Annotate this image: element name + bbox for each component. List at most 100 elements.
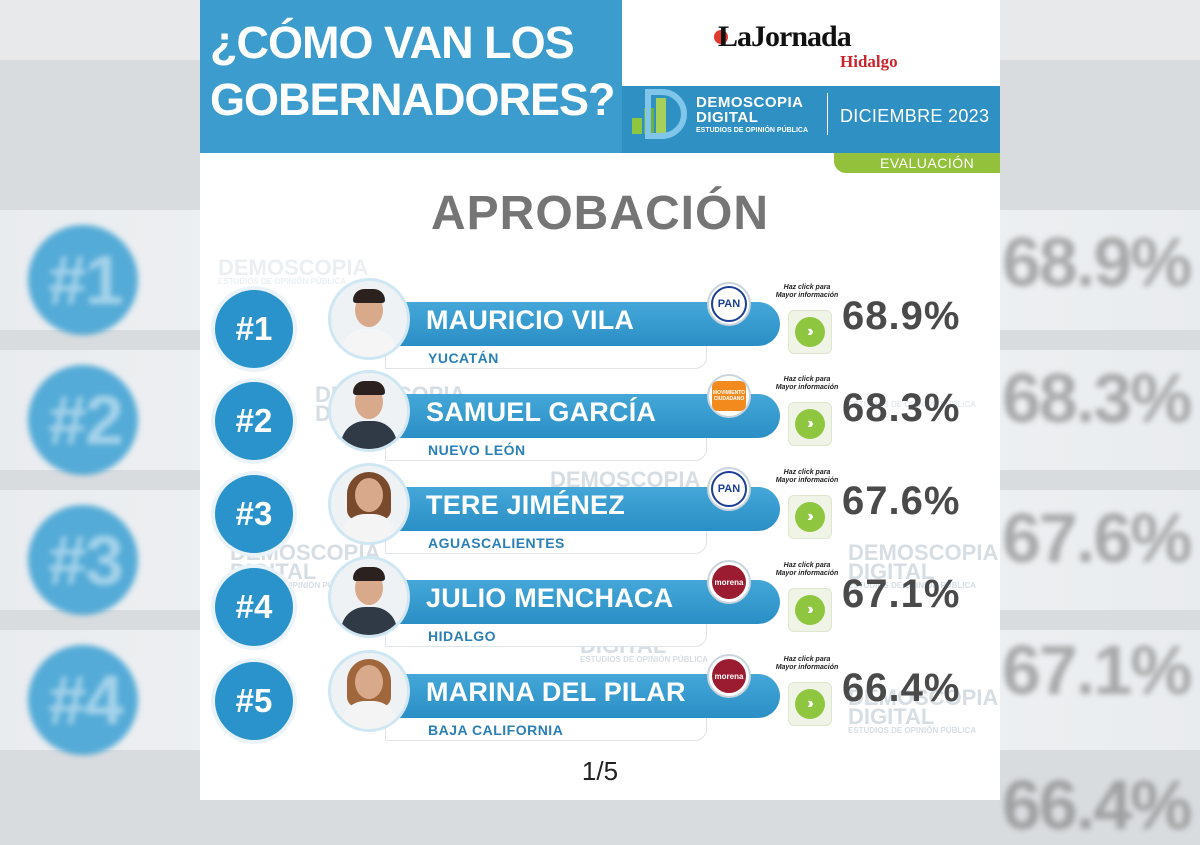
state-panel — [385, 346, 707, 369]
more-info-button[interactable]: ›› — [788, 402, 832, 446]
governor-photo-avatar — [328, 556, 410, 638]
brand-panel — [622, 0, 1000, 86]
background-value-text: 67.6% — [1002, 499, 1192, 577]
approval-value: 68.9% — [842, 294, 961, 338]
watermark: DEMOSCOPIA ESTUDIOS DE OPINIÓN PÚBLICA — [218, 255, 369, 287]
click-hint: Haz click para Mayor información — [772, 469, 842, 485]
background-rank-circle — [28, 645, 138, 755]
brand-logo: LaJornada — [718, 20, 852, 53]
party-logo-label: morena — [712, 565, 746, 599]
header-divider — [827, 93, 828, 135]
background-rank-text: #4 — [48, 661, 124, 739]
section-title: APROBACIÓN — [430, 187, 769, 240]
double-chevron-right-icon: ›› — [795, 502, 825, 532]
click-hint-line-1: Haz click para — [783, 376, 831, 383]
governor-state: AGUASCALIENTES — [428, 535, 565, 551]
watermark: DEMOSCOPIA — [550, 469, 700, 491]
watermark-line-1: DEMOSCOPIA — [848, 540, 999, 565]
click-hint: Haz click para Mayor información — [772, 562, 842, 578]
party-logo-label: PAN — [711, 286, 747, 322]
party-logo-pan-icon: PAN — [707, 467, 751, 511]
pollster-logo-icon — [632, 89, 687, 139]
rank-badge: #3 — [215, 475, 293, 553]
click-hint-line-2: Mayor información — [775, 384, 839, 391]
governor-row[interactable]: #5 MARINA DEL PILAR BAJA CALIFORNIA more… — [200, 650, 1000, 742]
approval-value: 66.4% — [842, 666, 961, 710]
party-logo-label: morena — [712, 659, 746, 693]
governor-name: TERE JIMÉNEZ — [426, 490, 625, 520]
background-rank-text: #1 — [48, 241, 124, 319]
click-hint: Haz click para Mayor información — [772, 376, 842, 392]
party-logo-label: PAN — [711, 471, 747, 507]
watermark-line-3: ESTUDIOS DE OPINIÓN PÚBLICA — [580, 655, 709, 664]
governor-row[interactable]: #1 MAURICIO VILA YUCATÁN PAN Haz click p… — [200, 278, 1000, 370]
state-panel — [385, 438, 707, 461]
rank-badge: #1 — [215, 290, 293, 368]
watermark-line-1: DEMOSCOPIA — [848, 685, 999, 710]
pollster-name-line-1: DEMOSCOPIA — [696, 94, 804, 111]
rank-badge: #5 — [215, 662, 293, 740]
watermark-line-3: ESTUDIOS DE OPINIÓN PÚBLICA — [230, 581, 359, 590]
click-hint-line-2: Mayor información — [775, 477, 839, 484]
double-chevron-right-icon: ›› — [795, 595, 825, 625]
background-rank-circle — [28, 365, 138, 475]
more-info-button[interactable]: ›› — [788, 682, 832, 726]
state-panel — [385, 718, 707, 741]
rank-badge: #4 — [215, 568, 293, 646]
governor-name: SAMUEL GARCÍA — [426, 397, 657, 427]
more-info-button[interactable]: ›› — [788, 588, 832, 632]
click-hint-line-2: Mayor información — [775, 664, 839, 671]
click-hint-line-2: Mayor información — [775, 292, 839, 299]
background-value-text: 67.1% — [1002, 631, 1192, 709]
governor-state: YUCATÁN — [428, 350, 499, 366]
governor-photo-avatar — [328, 278, 410, 360]
governor-row[interactable]: #2 SAMUEL GARCÍA NUEVO LEÓN MOVIMIENTO C… — [200, 370, 1000, 462]
click-hint: Haz click para Mayor información — [772, 284, 842, 300]
double-chevron-right-icon: ›› — [795, 409, 825, 439]
watermark-line-3: ESTUDIOS DE OPINIÓN PÚBLICA — [848, 581, 977, 590]
party-logo-movimiento-ciudadano-icon: MOVIMIENTO CIUDADANO — [707, 374, 751, 418]
governor-state: NUEVO LEÓN — [428, 442, 526, 458]
watermark-line-3: ESTUDIOS DE OPINIÓN PÚBLICA — [848, 726, 977, 735]
watermark: DEMOSCOPIA DIGITAL ESTUDIOS DE OPINIÓN PÚB… — [848, 540, 999, 591]
background-rank-circle — [28, 225, 138, 335]
background-value-text: 68.9% — [1002, 223, 1192, 301]
brand-logo-subtitle: Hidalgo — [840, 52, 898, 71]
infographic-card: ¿CÓMO VAN LOS GOBERNADORES? LaJornada Hi… — [200, 0, 1000, 800]
survey-date: DICIEMBRE 2023 — [840, 106, 990, 126]
watermark-line-2: DIGITAL — [848, 704, 935, 729]
governor-name: JULIO MENCHACA — [426, 583, 674, 613]
title-line-1: ¿CÓMO VAN LOS — [210, 17, 575, 68]
approval-value: 67.6% — [842, 479, 961, 523]
more-info-button[interactable]: ›› — [788, 495, 832, 539]
governor-photo-avatar — [328, 463, 410, 545]
governor-photo-avatar — [328, 650, 410, 732]
governor-row[interactable]: #4 JULIO MENCHACA HIDALGO morena Haz cli… — [200, 556, 1000, 648]
double-chevron-right-icon: ›› — [795, 689, 825, 719]
party-logo-label: MOVIMIENTO CIUDADANO — [712, 381, 746, 411]
header-title-panel — [200, 0, 622, 153]
background-rank-circle — [28, 505, 138, 615]
party-logo-pan-icon: PAN — [707, 282, 751, 326]
governor-name: MAURICIO VILA — [426, 305, 635, 335]
double-chevron-right-icon: ›› — [795, 317, 825, 347]
rank-badge: #2 — [215, 382, 293, 460]
click-hint-line-2: Mayor información — [775, 570, 839, 577]
click-hint-line-1: Haz click para — [783, 656, 831, 663]
governor-state: BAJA CALIFORNIA — [428, 722, 564, 738]
page-indicator: 1/5 — [581, 756, 619, 786]
brand-logo-dot-icon — [714, 30, 728, 44]
state-panel — [385, 531, 707, 554]
page-title: ¿CÓMO VAN LOS GOBERNADORES? — [210, 14, 620, 128]
watermark-line-1: DEMOSCOPIA — [218, 255, 369, 280]
approval-value: 67.1% — [842, 572, 961, 616]
more-info-button[interactable]: ›› — [788, 310, 832, 354]
click-hint-line-1: Haz click para — [783, 469, 831, 476]
party-logo-morena-icon: morena — [707, 560, 751, 604]
background-rank-text: #2 — [48, 381, 124, 459]
click-hint-line-1: Haz click para — [783, 284, 831, 291]
governor-state: HIDALGO — [428, 628, 497, 644]
governor-row[interactable]: #3 TERE JIMÉNEZ AGUASCALIENTES PAN Haz c… — [200, 463, 1000, 555]
watermark: ESTUDIOS DE OPINIÓN PÚBLICA — [848, 400, 976, 410]
governor-photo-avatar — [328, 370, 410, 452]
